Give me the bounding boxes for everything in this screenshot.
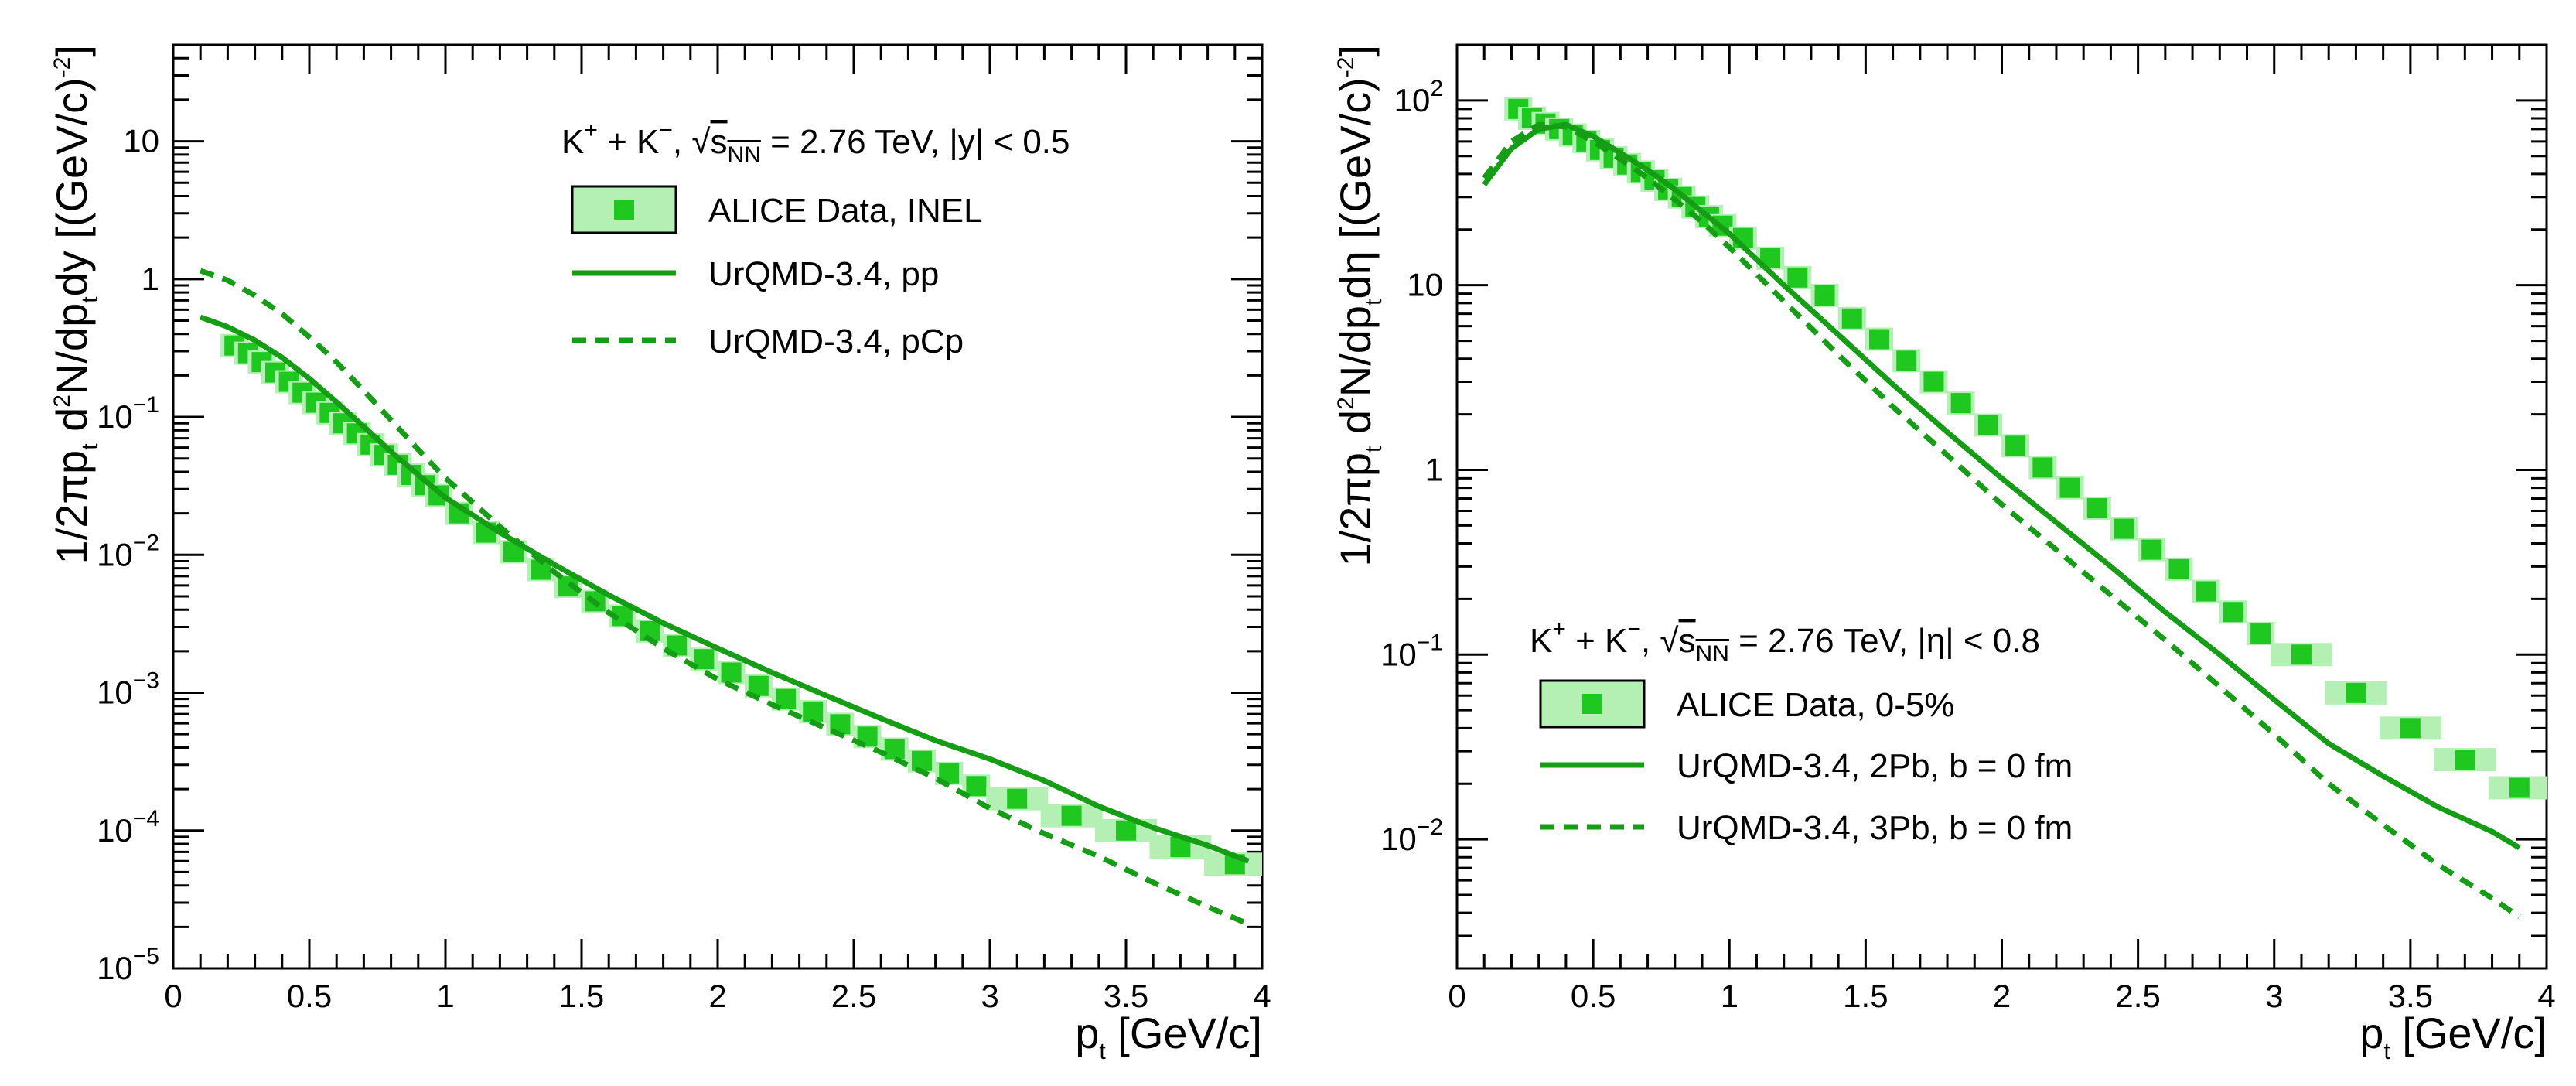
data-point — [2141, 539, 2162, 560]
data-point — [2114, 518, 2135, 539]
legend: K+ + K−, √sNN = 2.76 TeV, |η| < 0.8 ALICE… — [1530, 616, 2073, 847]
legend-entry-label: UrQMD-3.4, pCp — [708, 323, 964, 360]
x-tick-label: 1 — [1721, 978, 1738, 1014]
model-curve-solid — [200, 314, 1250, 864]
legend-entry-label: UrQMD-3.4, 3Pb, b = 0 fm — [1677, 809, 2073, 847]
x-tick-label: 3.5 — [2388, 978, 2433, 1014]
y-axis-title: 1/2πpt d2N/dptdy [(GeV/c)-2] — [47, 45, 103, 564]
legend-entry-label: ALICE Data, 0-5% — [1677, 686, 1955, 724]
x-tick-label: 4 — [2537, 978, 2555, 1014]
legend-entry-label: UrQMD-3.4, 2Pb, b = 0 fm — [1677, 747, 2073, 785]
data-point — [2168, 558, 2189, 579]
legend-data-marker — [1582, 694, 1602, 714]
data-point — [1841, 308, 1862, 329]
data-point — [1923, 371, 1944, 392]
data-point — [2005, 435, 2026, 456]
data-point — [2223, 602, 2243, 623]
x-tick-label: 3 — [981, 978, 998, 1014]
data-marker-series — [220, 333, 1262, 876]
data-point — [803, 701, 824, 722]
y-tick-label: 10−2 — [97, 530, 159, 572]
data-point — [1116, 820, 1136, 841]
x-tick-label: 2.5 — [831, 978, 876, 1014]
x-tick-label: 1 — [436, 978, 454, 1014]
y-tick-label: 10−2 — [1380, 814, 1443, 857]
x-tick-label: 2 — [708, 978, 726, 1014]
model-curve-dashed — [1482, 121, 2521, 920]
chart-left: 0 0.5 1 1.5 2 2.5 3 3.5 4 10−5 10−4 10−3 10−2 10−1 1 10… — [47, 43, 1271, 1064]
data-point — [2086, 498, 2107, 519]
data-point — [2455, 750, 2475, 770]
data-point — [2059, 477, 2080, 498]
data-point — [1950, 393, 1971, 414]
data-point — [2196, 581, 2216, 602]
x-tick-label: 2 — [1993, 978, 2011, 1014]
x-axis-title: pt [GeV/c] — [1075, 1009, 1262, 1064]
data-point — [1061, 805, 1082, 826]
data-point — [912, 750, 932, 771]
x-tick-label: 3.5 — [1104, 978, 1148, 1014]
data-point — [1007, 788, 1028, 809]
data-point — [1814, 285, 1835, 306]
y-tick-label: 1 — [1425, 451, 1443, 487]
y-tick-label: 10 — [123, 123, 159, 159]
data-marker-series — [1504, 97, 2547, 800]
y-tick-label: 10−1 — [97, 392, 159, 435]
legend-entry-label: ALICE Data, INEL — [708, 192, 983, 230]
y-axis-title: 1/2πpt d2N/dptdη [(GeV/c)-2] — [1331, 45, 1387, 567]
y-tick-label: 1 — [142, 261, 159, 297]
x-tick-label: 1.5 — [1843, 978, 1888, 1014]
data-point — [2509, 777, 2530, 798]
y-tick-label: 10−4 — [97, 806, 159, 849]
data-point — [1896, 350, 1917, 371]
data-point — [884, 739, 905, 760]
y-tick-label: 10 — [1407, 267, 1443, 303]
x-tick-label: 2.5 — [2115, 978, 2160, 1014]
y-tick-label: 10−5 — [97, 944, 159, 986]
x-axis-title: pt [GeV/c] — [2359, 1009, 2547, 1064]
x-tick-label: 0.5 — [1571, 978, 1616, 1014]
data-point — [721, 662, 742, 683]
model-curve-dashed — [200, 268, 1250, 927]
data-point — [1977, 415, 1998, 435]
y-tick-label: 10−1 — [1380, 630, 1443, 672]
x-tick-label: 4 — [1253, 978, 1271, 1014]
chart-right: 0 0.5 1 1.5 2 2.5 3 3.5 4 10−2 10−1 1 10 102 K+ + K−, … — [1331, 43, 2556, 1064]
y-tick-label: 102 — [1394, 76, 1443, 118]
data-point — [966, 776, 987, 797]
x-tick-label: 1.5 — [559, 978, 604, 1014]
data-point — [2250, 623, 2271, 644]
data-point — [2400, 718, 2421, 739]
legend-header: K+ + K−, √sNN = 2.76 TeV, |η| < 0.8 — [1530, 616, 2040, 667]
legend-entry-label: UrQMD-3.4, pp — [708, 255, 939, 293]
data-point — [2291, 644, 2312, 665]
model-curve-solid — [1482, 121, 2521, 851]
data-point — [1868, 329, 1889, 350]
x-tick-label: 0 — [164, 978, 182, 1014]
legend-header: K+ + K−, √sNN = 2.76 TeV, |y| < 0.5 — [561, 118, 1070, 168]
data-point — [1787, 267, 1808, 288]
x-tick-label: 0 — [1448, 978, 1465, 1014]
x-tick-label: 3 — [2265, 978, 2283, 1014]
legend: K+ + K−, √sNN = 2.76 TeV, |y| < 0.5 ALICE… — [561, 118, 1070, 360]
x-tick-label: 0.5 — [287, 978, 332, 1014]
legend-data-marker — [614, 200, 634, 220]
data-point — [2032, 457, 2053, 478]
y-tick-label: 10−3 — [97, 668, 159, 711]
data-point — [2346, 682, 2366, 703]
